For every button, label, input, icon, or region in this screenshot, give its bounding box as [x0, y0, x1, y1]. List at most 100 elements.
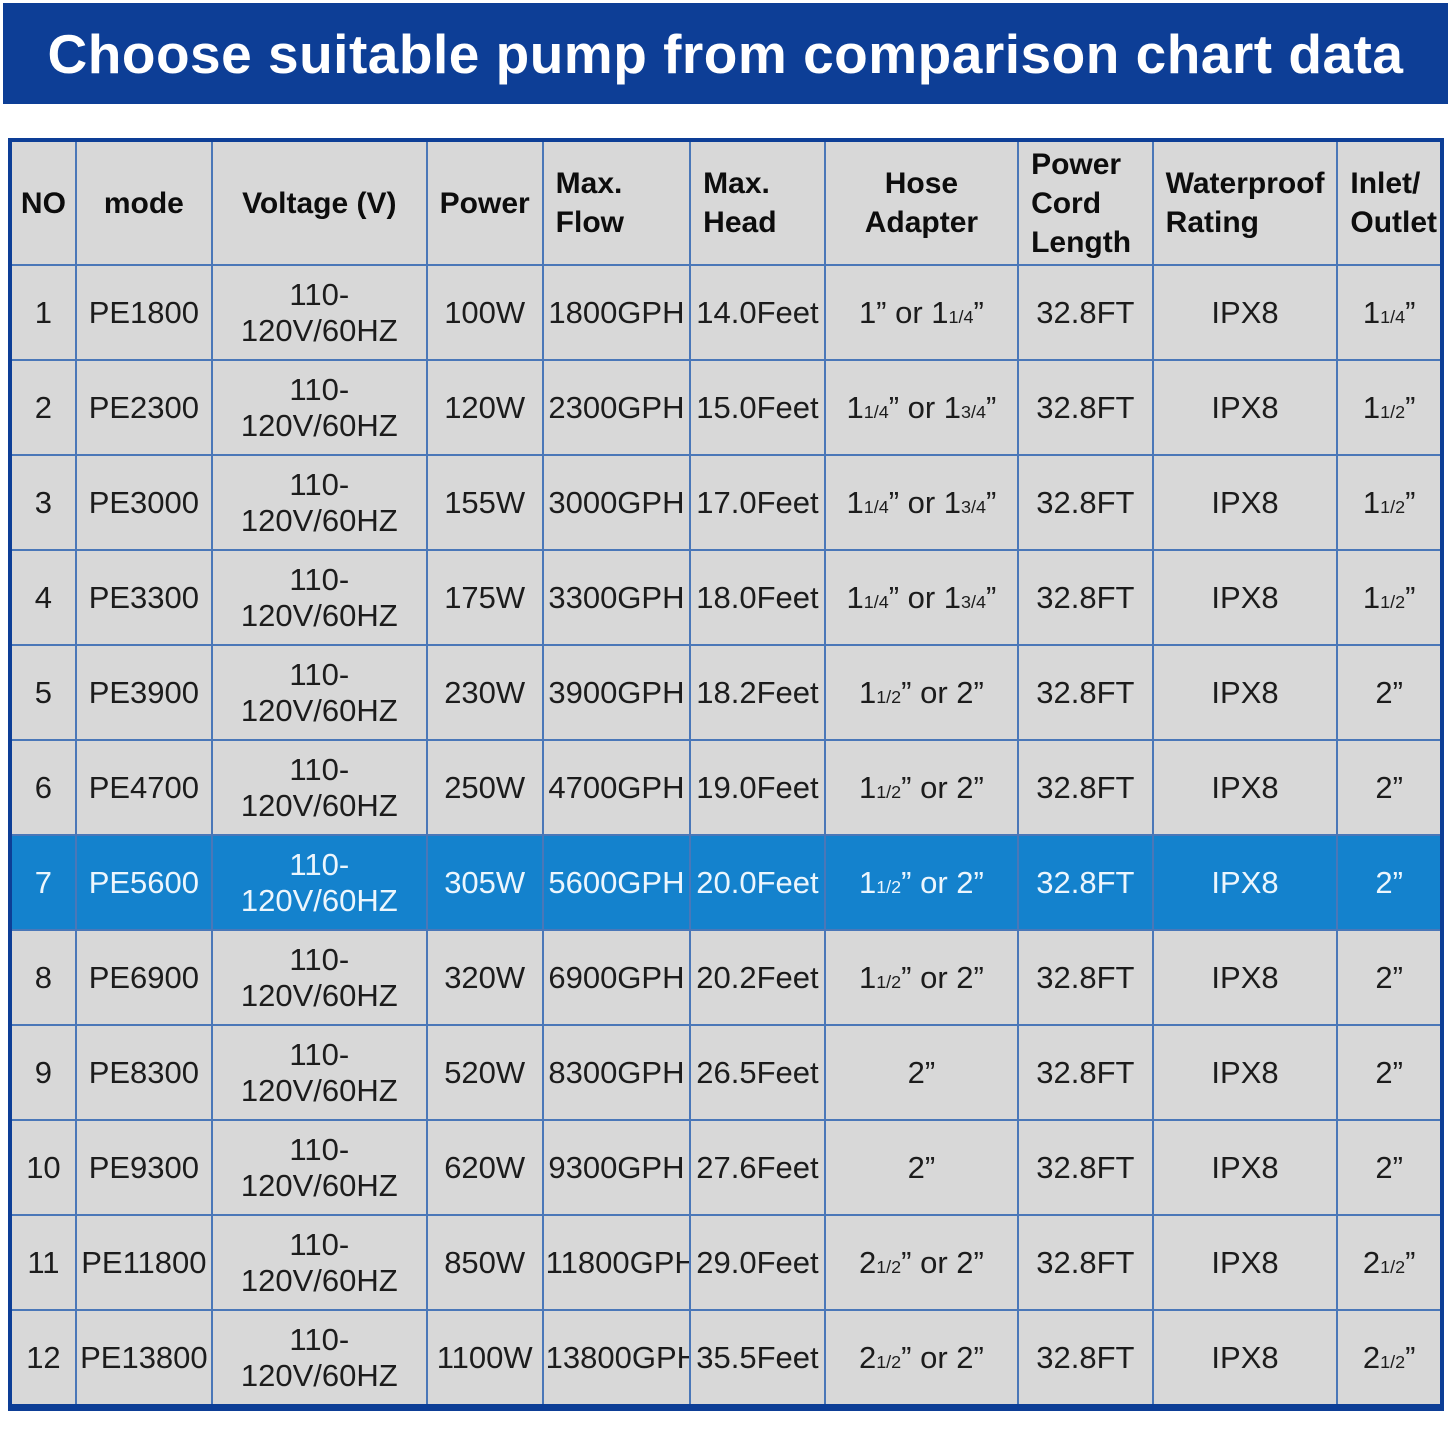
table-row: 4 PE3300 110-120V/60HZ 175W 3300GPH 18.0Feet 1…	[9, 549, 1443, 646]
table-row: 2 PE2300 110-120V/60HZ 120W 2300GPH 15.0Feet 1…	[9, 359, 1443, 456]
table-cell: 250W	[425, 739, 544, 836]
table-cell: 2”	[1336, 929, 1443, 1026]
table-cell: PE8300	[74, 1024, 213, 1121]
column-header: Inlet/ Outlet	[1336, 139, 1443, 266]
table-cell: 35.5Feet	[689, 1309, 826, 1409]
table-cell: 32.8FT	[1017, 1309, 1154, 1409]
table-cell: 26.5Feet	[689, 1024, 826, 1121]
table-cell: 21/2” or 2”	[823, 1309, 1020, 1409]
table-cell: 32.8FT	[1017, 929, 1154, 1026]
fraction-text: 1/2	[1380, 401, 1406, 422]
table-cell: 11/4”	[1336, 264, 1443, 361]
table-cell: PE5600	[74, 834, 213, 931]
table-cell: 6	[9, 739, 77, 836]
column-header: Waterproof Rating	[1151, 139, 1339, 266]
table-cell: PE1800	[74, 264, 213, 361]
table-cell: 20.2Feet	[689, 929, 826, 1026]
table-cell: 27.6Feet	[689, 1119, 826, 1216]
table-cell: 2	[9, 359, 77, 456]
table-cell: 6900GPH	[541, 929, 692, 1026]
table-cell: 29.0Feet	[689, 1214, 826, 1311]
table-head: NO mode Voltage (V) Power Max. Flow Max. Head…	[9, 139, 1443, 266]
table-cell: 320W	[425, 929, 544, 1026]
column-header: Hose Adapter	[823, 139, 1020, 266]
fraction-text: 1/2	[876, 1351, 902, 1372]
table-cell: 9300GPH	[541, 1119, 692, 1216]
table-cell: 1100W	[425, 1309, 544, 1409]
fraction-text: 1/2	[876, 686, 902, 707]
table-cell: 110-120V/60HZ	[210, 454, 428, 551]
table-cell: IPX8	[1151, 1214, 1339, 1311]
table-cell: 3900GPH	[541, 644, 692, 741]
fraction-text: 1/2	[876, 971, 902, 992]
column-header: Max. Head	[689, 139, 826, 266]
column-header: Power Cord Length	[1017, 139, 1154, 266]
table-cell: 620W	[425, 1119, 544, 1216]
table-cell: IPX8	[1151, 549, 1339, 646]
table-row: 5 PE3900 110-120V/60HZ 230W 3900GPH 18.2Feet 1…	[9, 644, 1443, 741]
fraction-text: 3/4	[961, 496, 987, 517]
column-header: mode	[74, 139, 213, 266]
table-cell: 14.0Feet	[689, 264, 826, 361]
table-cell: 110-120V/60HZ	[210, 1309, 428, 1409]
table-cell: 11/2”	[1336, 454, 1443, 551]
table-cell: PE13800	[74, 1309, 213, 1409]
table-cell: 5600GPH	[541, 834, 692, 931]
table-cell: 12	[9, 1309, 77, 1409]
column-header: NO	[9, 139, 77, 266]
table-cell: 3000GPH	[541, 454, 692, 551]
table-cell: 305W	[425, 834, 544, 931]
table-cell: 2”	[1336, 739, 1443, 836]
table-cell: IPX8	[1151, 929, 1339, 1026]
table-row: 8 PE6900 110-120V/60HZ 320W 6900GPH 20.2Feet 1…	[9, 929, 1443, 1026]
fraction-text: 1/4	[948, 306, 974, 327]
fraction-text: 1/2	[876, 876, 902, 897]
table-cell: IPX8	[1151, 834, 1339, 931]
table-cell: 10	[9, 1119, 77, 1216]
table-cell: 110-120V/60HZ	[210, 359, 428, 456]
table-cell: 2”	[1336, 834, 1443, 931]
table-cell: PE3300	[74, 549, 213, 646]
column-header: Voltage (V)	[210, 139, 428, 266]
table-cell: 520W	[425, 1024, 544, 1121]
table-cell: PE4700	[74, 739, 213, 836]
table-row: 3 PE3000 110-120V/60HZ 155W 3000GPH 17.0Feet 1…	[9, 454, 1443, 551]
table-cell: PE6900	[74, 929, 213, 1026]
table-cell: IPX8	[1151, 359, 1339, 456]
table-cell: 5	[9, 644, 77, 741]
table-cell: 11800GPH	[541, 1214, 692, 1311]
table-cell: 7	[9, 834, 77, 931]
table-cell: 850W	[425, 1214, 544, 1311]
fraction-text: 3/4	[961, 591, 987, 612]
table-row: 12 PE13800 110-120V/60HZ 1100W 13800GPH 35.5F…	[9, 1309, 1443, 1409]
column-header: Max. Flow	[541, 139, 692, 266]
table-cell: 3300GPH	[541, 549, 692, 646]
table-cell: 155W	[425, 454, 544, 551]
fraction-text: 1/4	[863, 401, 889, 422]
comparison-table-container: NO mode Voltage (V) Power Max. Flow Max. Head…	[8, 138, 1444, 1411]
table-cell: 2”	[1336, 1119, 1443, 1216]
table-row: 9 PE8300 110-120V/60HZ 520W 8300GPH 26.5Feet 2…	[9, 1024, 1443, 1121]
table-cell: 2300GPH	[541, 359, 692, 456]
table-cell: 11/4” or 13/4”	[823, 549, 1020, 646]
table-cell: 32.8FT	[1017, 1214, 1154, 1311]
table-cell: IPX8	[1151, 1024, 1339, 1121]
table-cell: 32.8FT	[1017, 359, 1154, 456]
table-cell: IPX8	[1151, 644, 1339, 741]
pump-comparison-table: NO mode Voltage (V) Power Max. Flow Max. Head…	[8, 138, 1444, 1411]
fraction-text: 1/4	[863, 496, 889, 517]
table-cell: 8	[9, 929, 77, 1026]
table-cell: 32.8FT	[1017, 1119, 1154, 1216]
table-row-highlighted: 7 PE5600 110-120V/60HZ 305W 5600GPH 20.0Feet 1…	[9, 834, 1443, 931]
table-cell: 110-120V/60HZ	[210, 264, 428, 361]
table-cell: 21/2” or 2”	[823, 1214, 1020, 1311]
table-cell: IPX8	[1151, 1119, 1339, 1216]
table-cell: 100W	[425, 264, 544, 361]
table-cell: 1800GPH	[541, 264, 692, 361]
table-cell: 32.8FT	[1017, 644, 1154, 741]
table-cell: IPX8	[1151, 264, 1339, 361]
table-cell: 20.0Feet	[689, 834, 826, 931]
table-cell: 18.2Feet	[689, 644, 826, 741]
table-body: 1 PE1800 110-120V/60HZ 100W 1800GPH 14.0Feet 1…	[9, 264, 1443, 1409]
table-cell: PE3000	[74, 454, 213, 551]
